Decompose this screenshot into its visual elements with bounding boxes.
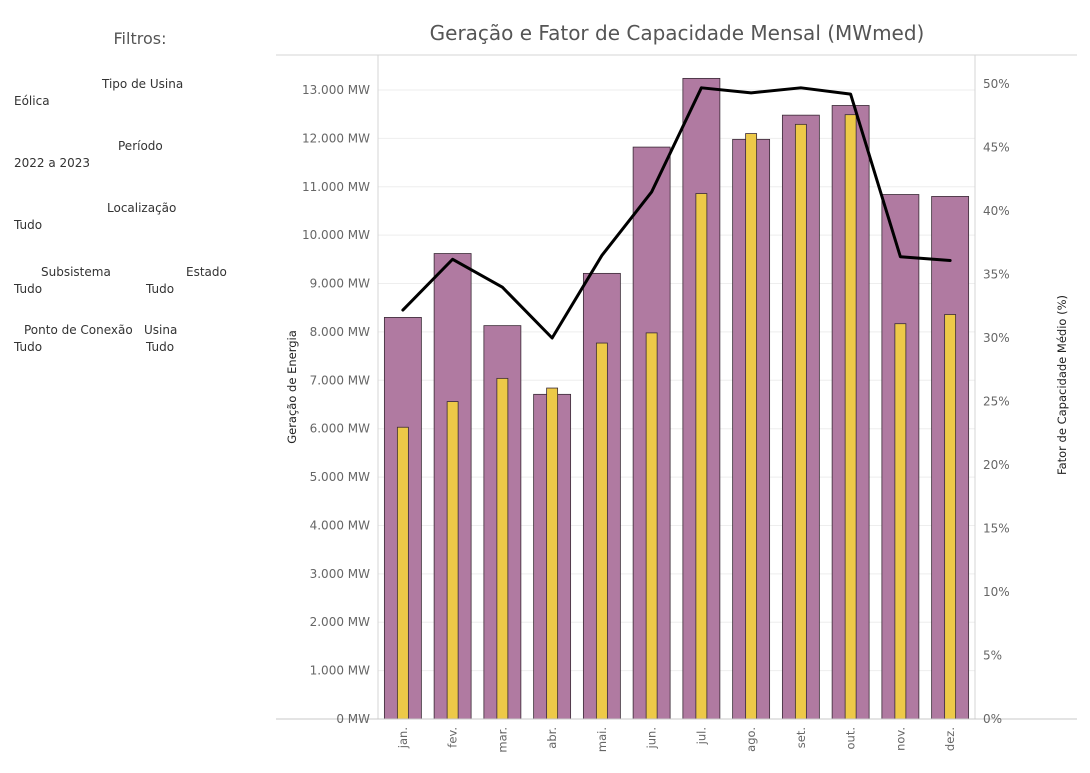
y-tick-label: 10.000 MW	[302, 228, 370, 242]
x-tick-label-fev: fev.	[446, 727, 460, 748]
x-tick-label-jun: jun.	[645, 727, 659, 749]
bar-narrow-jun	[645, 332, 658, 720]
y-tick-label: 13.000 MW	[302, 83, 370, 97]
filter-tipo-usina-label: Tipo de Usina	[102, 77, 184, 91]
x-tick-label-nov: nov.	[893, 727, 907, 751]
x-tick-label-jul: jul.	[694, 727, 708, 745]
y-tick-label: 11.000 MW	[302, 180, 370, 194]
y2-tick-label: 15%	[983, 522, 1010, 536]
filter-periodo-value[interactable]: 2022 a 2023	[14, 156, 91, 170]
filter-estado-label: Estado	[186, 265, 227, 279]
y-tick-label: 12.000 MW	[302, 131, 370, 145]
capacity-factor-line	[401, 86, 952, 340]
x-tick-label-mar: mar.	[495, 727, 509, 753]
x-tick-label-abr: abr.	[545, 727, 559, 749]
x-tick-label-dez: dez.	[943, 727, 957, 751]
bar-narrow-set	[794, 123, 807, 720]
y2-tick-label: 20%	[983, 458, 1010, 472]
x-tick-label-mai: mai.	[595, 727, 609, 752]
filter-localizacao-label: Localização	[107, 201, 177, 215]
filter-ponto-conexao-value[interactable]: Tudo	[14, 340, 43, 354]
filters-panel: Filtros: Tipo de Usina Eólica Período 20…	[0, 0, 270, 773]
bar-narrow-mar	[496, 377, 509, 720]
filter-usina-value[interactable]: Tudo	[146, 340, 175, 354]
chart-title: Geração e Fator de Capacidade Mensal (MW…	[430, 21, 925, 45]
y2-tick-labels: 0% 5% 10% 15% 20% 25% 30% 35% 40% 45% 50%	[983, 77, 1010, 726]
y-tick-label: 7.000 MW	[310, 373, 371, 387]
x-tick-label-ago: ago.	[744, 727, 758, 752]
y-tick-label: 9.000 MW	[310, 277, 371, 291]
bars-narrow	[396, 114, 957, 720]
filter-subsistema-value[interactable]: Tudo	[14, 282, 43, 296]
bar-narrow-nov	[894, 323, 907, 720]
y-tick-label: 8.000 MW	[310, 325, 371, 339]
x-tick-label-set: set.	[794, 727, 808, 748]
bar-narrow-jan	[396, 426, 409, 720]
bar-narrow-out	[844, 114, 857, 720]
capacity-factor-polyline	[401, 86, 952, 340]
filters-title: Filtros:	[113, 29, 167, 48]
y2-tick-label: 30%	[983, 331, 1010, 345]
filter-localizacao-value[interactable]: Tudo	[14, 218, 43, 232]
y2-tick-label: 10%	[983, 585, 1010, 599]
bar-narrow-abr	[546, 387, 559, 720]
x-tick-label-jan: jan.	[396, 727, 410, 749]
bar-narrow-dez	[944, 314, 957, 720]
y2-tick-label: 35%	[983, 268, 1010, 282]
axes	[276, 55, 1077, 720]
filter-usina-label: Usina	[144, 323, 178, 337]
y-tick-label: 2.000 MW	[310, 615, 371, 629]
filter-periodo-label: Período	[118, 139, 163, 153]
filter-subsistema-label: Subsistema	[41, 265, 111, 279]
y-tick-labels: 0 MW 1.000 MW 2.000 MW 3.000 MW 4.000 MW 5.00…	[302, 83, 370, 726]
y2-tick-label: 40%	[983, 204, 1010, 218]
y2-tick-label: 5%	[983, 649, 1002, 663]
y-tick-label: 5.000 MW	[310, 470, 371, 484]
y2-tick-label: 25%	[983, 395, 1010, 409]
y-tick-label: 3.000 MW	[310, 567, 371, 581]
y2-axis-label: Fator de Capacidade Médio (%)	[1055, 295, 1069, 475]
bar-narrow-jul	[695, 193, 708, 720]
y-axis-label: Geração de Energia	[285, 330, 299, 444]
y2-tick-label: 0%	[983, 712, 1002, 726]
filter-tipo-usina-value[interactable]: Eólica	[14, 94, 50, 108]
y-tick-label: 4.000 MW	[310, 518, 371, 532]
y-tick-label: 6.000 MW	[310, 422, 371, 436]
bars-wide	[383, 77, 970, 720]
grid-lines	[378, 89, 975, 672]
y-tick-label: 1.000 MW	[310, 664, 371, 678]
filter-ponto-conexao-label: Ponto de Conexão	[24, 323, 133, 337]
y2-tick-label: 50%	[983, 77, 1010, 91]
bar-narrow-fev	[446, 401, 459, 720]
bar-narrow-ago	[745, 133, 758, 720]
x-tick-labels: jan. fev. mar. abr. mai. jun. jul. ago. set. out.…	[396, 727, 957, 753]
bar-narrow-mai	[595, 342, 608, 720]
y-tick-label: 0 MW	[336, 712, 370, 726]
x-tick-label-out: out.	[844, 727, 858, 750]
filter-estado-value[interactable]: Tudo	[146, 282, 175, 296]
y2-tick-label: 45%	[983, 141, 1010, 155]
